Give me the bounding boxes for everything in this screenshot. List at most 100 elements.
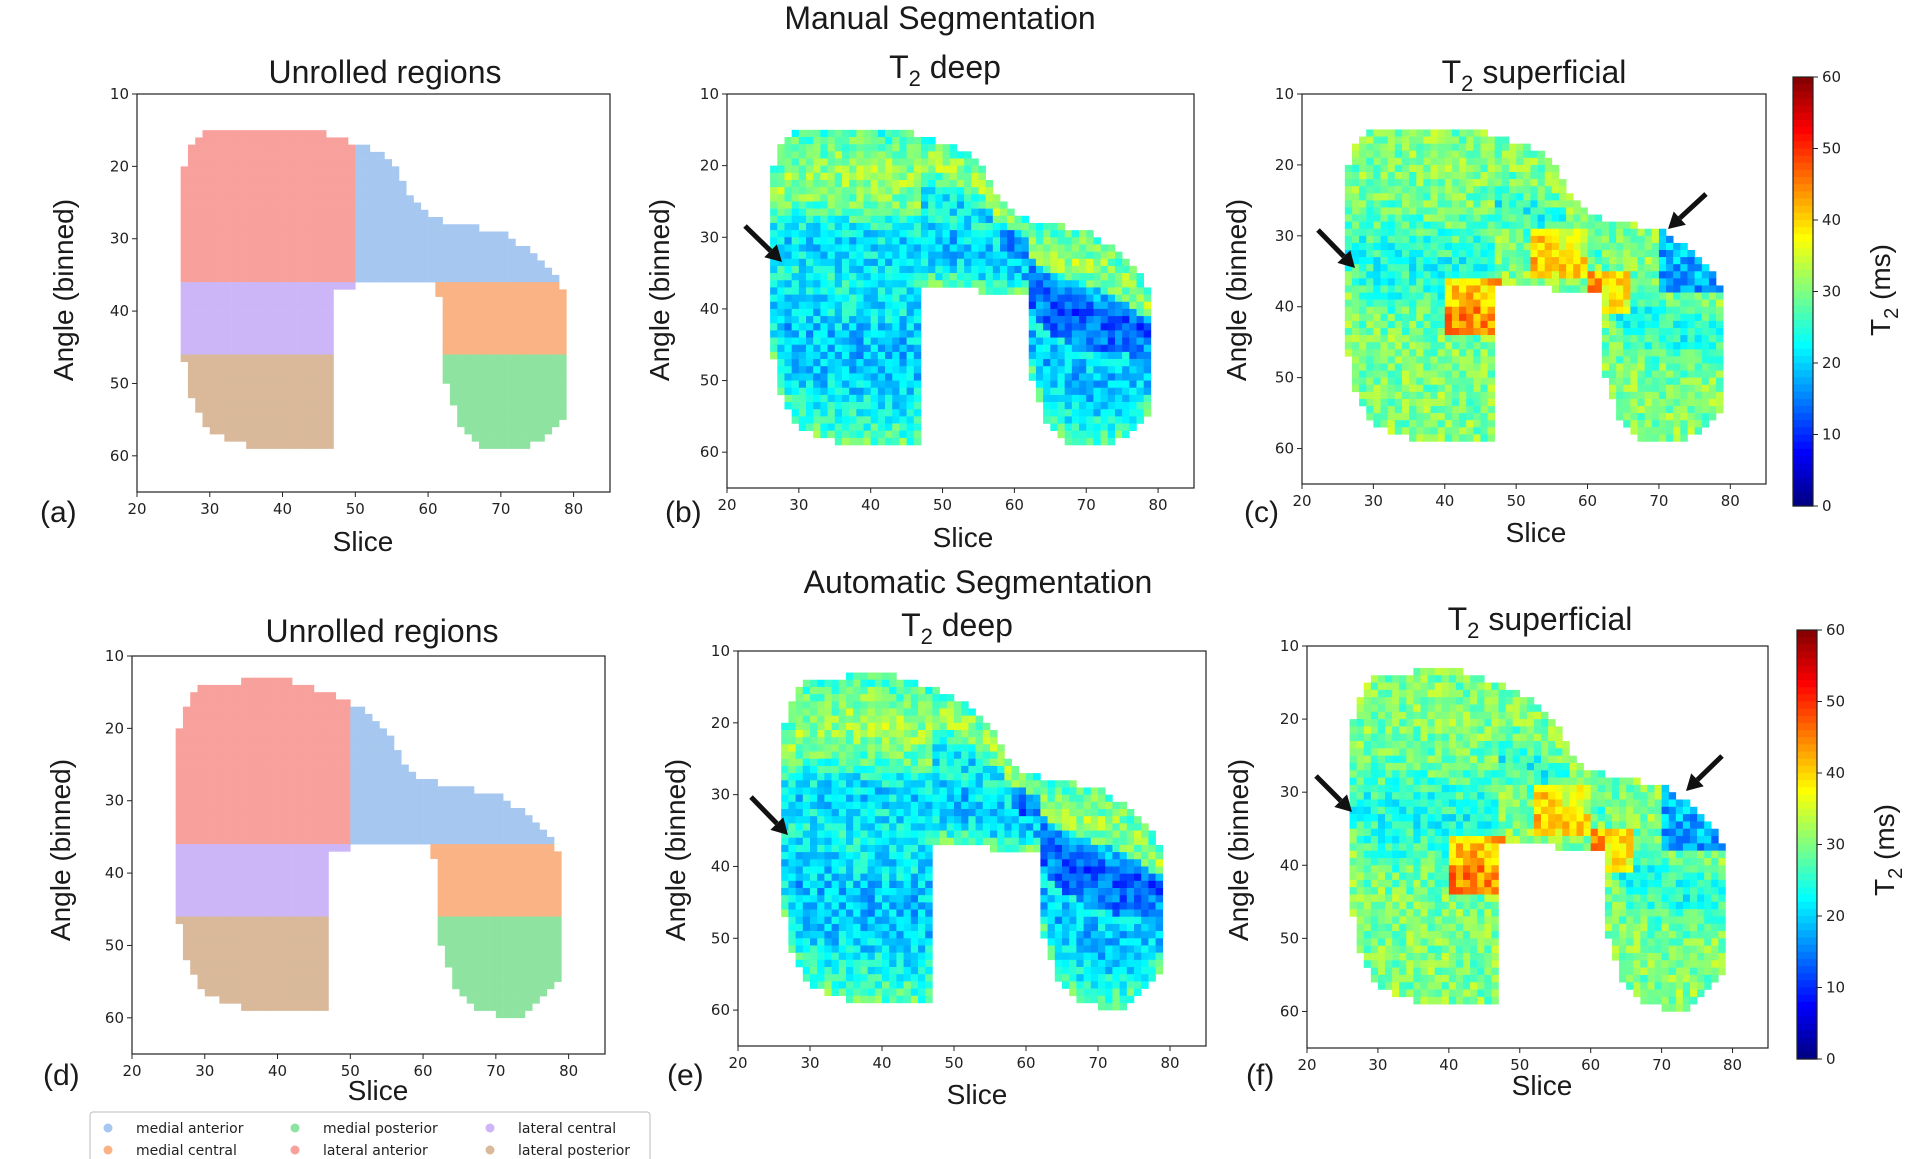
heatmap-cell xyxy=(1430,398,1438,407)
heatmap-cell xyxy=(1530,157,1538,166)
heatmap-cell xyxy=(182,764,191,773)
heatmap-cell xyxy=(406,231,414,240)
heatmap-cell xyxy=(318,368,327,377)
heatmap-cell xyxy=(304,318,312,326)
heatmap-cell xyxy=(1050,273,1058,281)
heatmap-cell xyxy=(500,383,509,391)
heatmap-cell xyxy=(813,194,821,202)
heatmap-cell xyxy=(260,224,269,232)
heatmap-cell xyxy=(1701,384,1710,393)
heatmap-cell xyxy=(398,238,407,247)
heatmap-cell xyxy=(856,136,864,145)
heatmap-cell xyxy=(175,735,184,744)
heatmap-cell xyxy=(1394,370,1403,378)
heatmap-cell xyxy=(1551,179,1560,187)
heatmap-cell xyxy=(1623,335,1631,343)
heatmap-cell xyxy=(1451,207,1460,215)
heatmap-cell xyxy=(913,208,922,217)
heatmap-cell xyxy=(1530,193,1538,201)
heatmap-cell xyxy=(275,130,283,138)
heatmap-cell xyxy=(798,366,807,374)
heatmap-cell xyxy=(1057,402,1065,410)
heatmap-cell xyxy=(798,294,807,303)
heatmap-cell xyxy=(1466,420,1474,428)
heatmap-cell xyxy=(1351,306,1360,315)
heatmap-cell xyxy=(1630,342,1638,350)
heatmap-cell xyxy=(1673,356,1681,364)
heatmap-cell xyxy=(992,251,1001,260)
heatmap-cell xyxy=(849,402,857,410)
heatmap-cell xyxy=(479,267,487,276)
heatmap-cell xyxy=(1071,230,1080,238)
heatmap-cell xyxy=(224,419,232,428)
heatmap-cell xyxy=(1466,349,1474,357)
heatmap-cell xyxy=(1035,351,1044,360)
heatmap-cell xyxy=(1451,193,1460,201)
heatmap-cell xyxy=(340,217,349,225)
heatmap-cell xyxy=(508,340,516,348)
heatmap-cell xyxy=(355,224,363,232)
heatmap-cell xyxy=(479,368,487,377)
heatmap-cell xyxy=(260,412,269,420)
heatmap-cell xyxy=(428,267,436,276)
heatmap-cell xyxy=(209,397,218,406)
heatmap-cell xyxy=(1380,193,1388,201)
heatmap-cell xyxy=(834,287,843,295)
heatmap-cell xyxy=(1444,271,1453,279)
heatmap-cell xyxy=(224,151,232,160)
heatmap-cell xyxy=(275,441,283,449)
heatmap-cell xyxy=(348,238,356,247)
heatmap-cell xyxy=(442,376,451,384)
heatmap-cell xyxy=(275,238,283,247)
heatmap-cell xyxy=(464,274,473,283)
heatmap-cell xyxy=(333,151,342,160)
heatmap-cell xyxy=(841,251,850,260)
heatmap-cell xyxy=(863,144,871,152)
heatmap-cell xyxy=(1580,264,1588,272)
heatmap-cell xyxy=(267,274,276,283)
heatmap-cell xyxy=(1708,306,1717,315)
heatmap-cell xyxy=(1644,278,1653,286)
colorbar-segment xyxy=(1793,162,1813,171)
heatmap-cell xyxy=(798,237,807,245)
heatmap-cell xyxy=(1114,337,1123,346)
heatmap-cell xyxy=(798,172,807,181)
heatmap-cell xyxy=(1651,391,1660,400)
heatmap-cell xyxy=(260,238,269,247)
heatmap-cell xyxy=(391,202,400,211)
heatmap-cell xyxy=(202,311,211,319)
heatmap-cell xyxy=(806,215,814,224)
x-axis-label: Slice xyxy=(333,526,394,557)
heatmap-cell xyxy=(1401,427,1410,435)
heatmap-cell xyxy=(1437,250,1446,258)
heatmap-cell xyxy=(1007,258,1015,267)
heatmap-cell xyxy=(1122,430,1130,439)
heatmap-cell xyxy=(289,311,298,319)
heatmap-cell xyxy=(318,303,327,312)
heatmap-cell xyxy=(877,380,886,389)
heatmap-cell xyxy=(457,376,465,384)
heatmap-cell xyxy=(318,332,327,341)
heatmap-cell xyxy=(202,238,211,247)
heatmap-cell xyxy=(1501,164,1510,173)
heatmap-cell xyxy=(1487,434,1496,442)
heatmap-cell xyxy=(289,441,298,449)
heatmap-cell xyxy=(870,222,879,231)
heatmap-cell xyxy=(885,366,893,374)
colorbar-segment xyxy=(1793,270,1813,278)
heatmap-cell xyxy=(1680,335,1688,343)
heatmap-cell xyxy=(827,280,836,288)
heatmap-cell xyxy=(333,274,342,283)
heatmap-cell xyxy=(1494,257,1503,265)
heatmap-cell xyxy=(1035,359,1044,367)
heatmap-cell xyxy=(355,159,363,167)
heatmap-cell xyxy=(326,245,334,254)
heatmap-cell xyxy=(529,361,538,370)
heatmap-cell xyxy=(1466,384,1474,393)
heatmap-cell xyxy=(820,194,828,202)
heatmap-cell xyxy=(537,289,545,297)
heatmap-cell xyxy=(806,165,814,174)
heatmap-cell xyxy=(770,179,778,188)
heatmap-cell xyxy=(1623,398,1631,407)
heatmap-cell xyxy=(500,426,509,435)
